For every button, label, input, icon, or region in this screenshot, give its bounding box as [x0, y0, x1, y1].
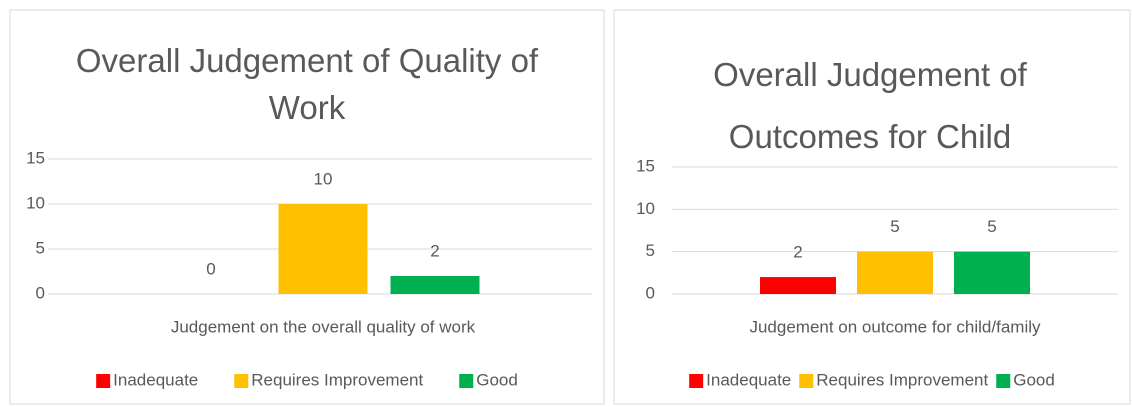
legend-swatch — [689, 374, 704, 388]
data-label: 10 — [314, 169, 333, 188]
legend-swatch — [996, 374, 1011, 388]
x-tick-label: Judgement on the overall quality of work — [171, 317, 476, 336]
data-label: 5 — [987, 217, 996, 236]
y-tick-label: 10 — [636, 199, 655, 218]
data-label: 5 — [890, 217, 899, 236]
legend-label: Requires Improvement — [251, 370, 423, 389]
bar — [857, 251, 933, 294]
y-tick-label: 0 — [646, 283, 655, 302]
y-tick-label: 10 — [26, 193, 45, 212]
bar — [390, 276, 480, 294]
legend-label: Inadequate — [706, 370, 791, 389]
legend-swatch — [459, 374, 474, 388]
chart-frame — [9, 9, 605, 405]
y-tick-label: 15 — [26, 148, 45, 167]
bar — [760, 277, 836, 294]
legend-label: Requires Improvement — [816, 370, 988, 389]
legend-swatch — [799, 374, 814, 388]
chart-frame — [613, 9, 1131, 405]
legend-label: Good — [476, 370, 518, 389]
data-label: 2 — [793, 243, 802, 262]
bar — [954, 251, 1030, 294]
y-tick-label: 15 — [636, 156, 655, 175]
legend-label: Inadequate — [113, 370, 198, 389]
y-tick-label: 5 — [646, 241, 655, 260]
legend-swatch — [96, 374, 111, 388]
data-label: 0 — [206, 259, 215, 278]
legend-label: Good — [1013, 370, 1055, 389]
x-tick-label: Judgement on outcome for child/family — [749, 317, 1041, 336]
chart-title: Overall Judgement of Outcomes for Child — [713, 56, 1027, 155]
legend-swatch — [234, 374, 249, 388]
chart-title: Overall Judgement of Quality of Work — [75, 42, 539, 126]
data-label: 2 — [430, 241, 439, 260]
y-tick-label: 5 — [36, 238, 45, 257]
bar — [278, 204, 368, 294]
y-tick-label: 0 — [36, 283, 45, 302]
